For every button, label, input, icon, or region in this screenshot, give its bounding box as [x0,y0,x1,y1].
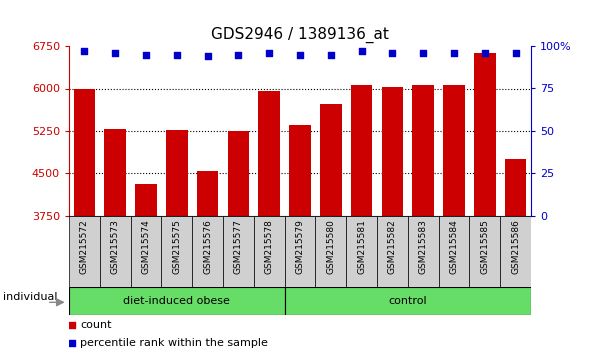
Text: GSM215574: GSM215574 [142,219,151,274]
Bar [131,216,161,287]
Text: GSM215585: GSM215585 [481,219,490,274]
Bar [443,85,465,216]
Bar [192,216,223,287]
Text: GSM215575: GSM215575 [172,219,181,274]
Bar [412,85,434,216]
Text: GSM215584: GSM215584 [449,219,458,274]
Bar [284,287,531,315]
Point [67,340,77,346]
Point [295,52,305,57]
Bar [469,216,500,287]
Bar [100,216,131,287]
Bar [69,287,284,315]
Text: GSM215576: GSM215576 [203,219,212,274]
Point [388,50,397,56]
Bar [439,216,469,287]
Point [67,322,77,328]
Bar [227,131,249,216]
Bar [284,216,316,287]
Text: percentile rank within the sample: percentile rank within the sample [80,338,268,348]
Bar [104,129,126,216]
Text: GSM215577: GSM215577 [234,219,243,274]
Point [418,50,428,56]
Bar [474,53,496,216]
Point [141,52,151,57]
Bar [223,216,254,287]
Title: GDS2946 / 1389136_at: GDS2946 / 1389136_at [211,27,389,43]
Bar [259,91,280,216]
Bar [377,216,408,287]
Bar [382,87,403,216]
Bar [254,216,284,287]
Text: GSM215583: GSM215583 [419,219,428,274]
Point [110,50,120,56]
Bar [135,184,157,216]
Text: individual: individual [4,292,58,302]
Bar [320,104,341,216]
Text: GSM215573: GSM215573 [111,219,120,274]
Bar [505,159,526,216]
Point [265,50,274,56]
Bar [408,216,439,287]
Point [449,50,459,56]
Text: count: count [80,320,112,330]
Text: GSM215578: GSM215578 [265,219,274,274]
Text: GSM215579: GSM215579 [296,219,305,274]
Text: GSM215581: GSM215581 [357,219,366,274]
Point [326,52,335,57]
Bar [289,125,311,216]
Bar [351,85,373,216]
Point [80,48,89,54]
Bar [316,216,346,287]
Point [233,52,243,57]
Bar [500,216,531,287]
Text: GSM215580: GSM215580 [326,219,335,274]
Point [172,52,182,57]
Text: diet-induced obese: diet-induced obese [124,296,230,306]
Bar [161,216,192,287]
Bar [74,88,95,216]
Point [480,50,490,56]
Text: control: control [388,296,427,306]
Point [511,50,520,56]
Bar [346,216,377,287]
Bar [166,130,188,216]
Point [357,48,367,54]
Text: GSM215582: GSM215582 [388,219,397,274]
Point [203,53,212,59]
Text: GSM215586: GSM215586 [511,219,520,274]
Text: GSM215572: GSM215572 [80,219,89,274]
Bar [69,216,100,287]
Bar [197,171,218,216]
